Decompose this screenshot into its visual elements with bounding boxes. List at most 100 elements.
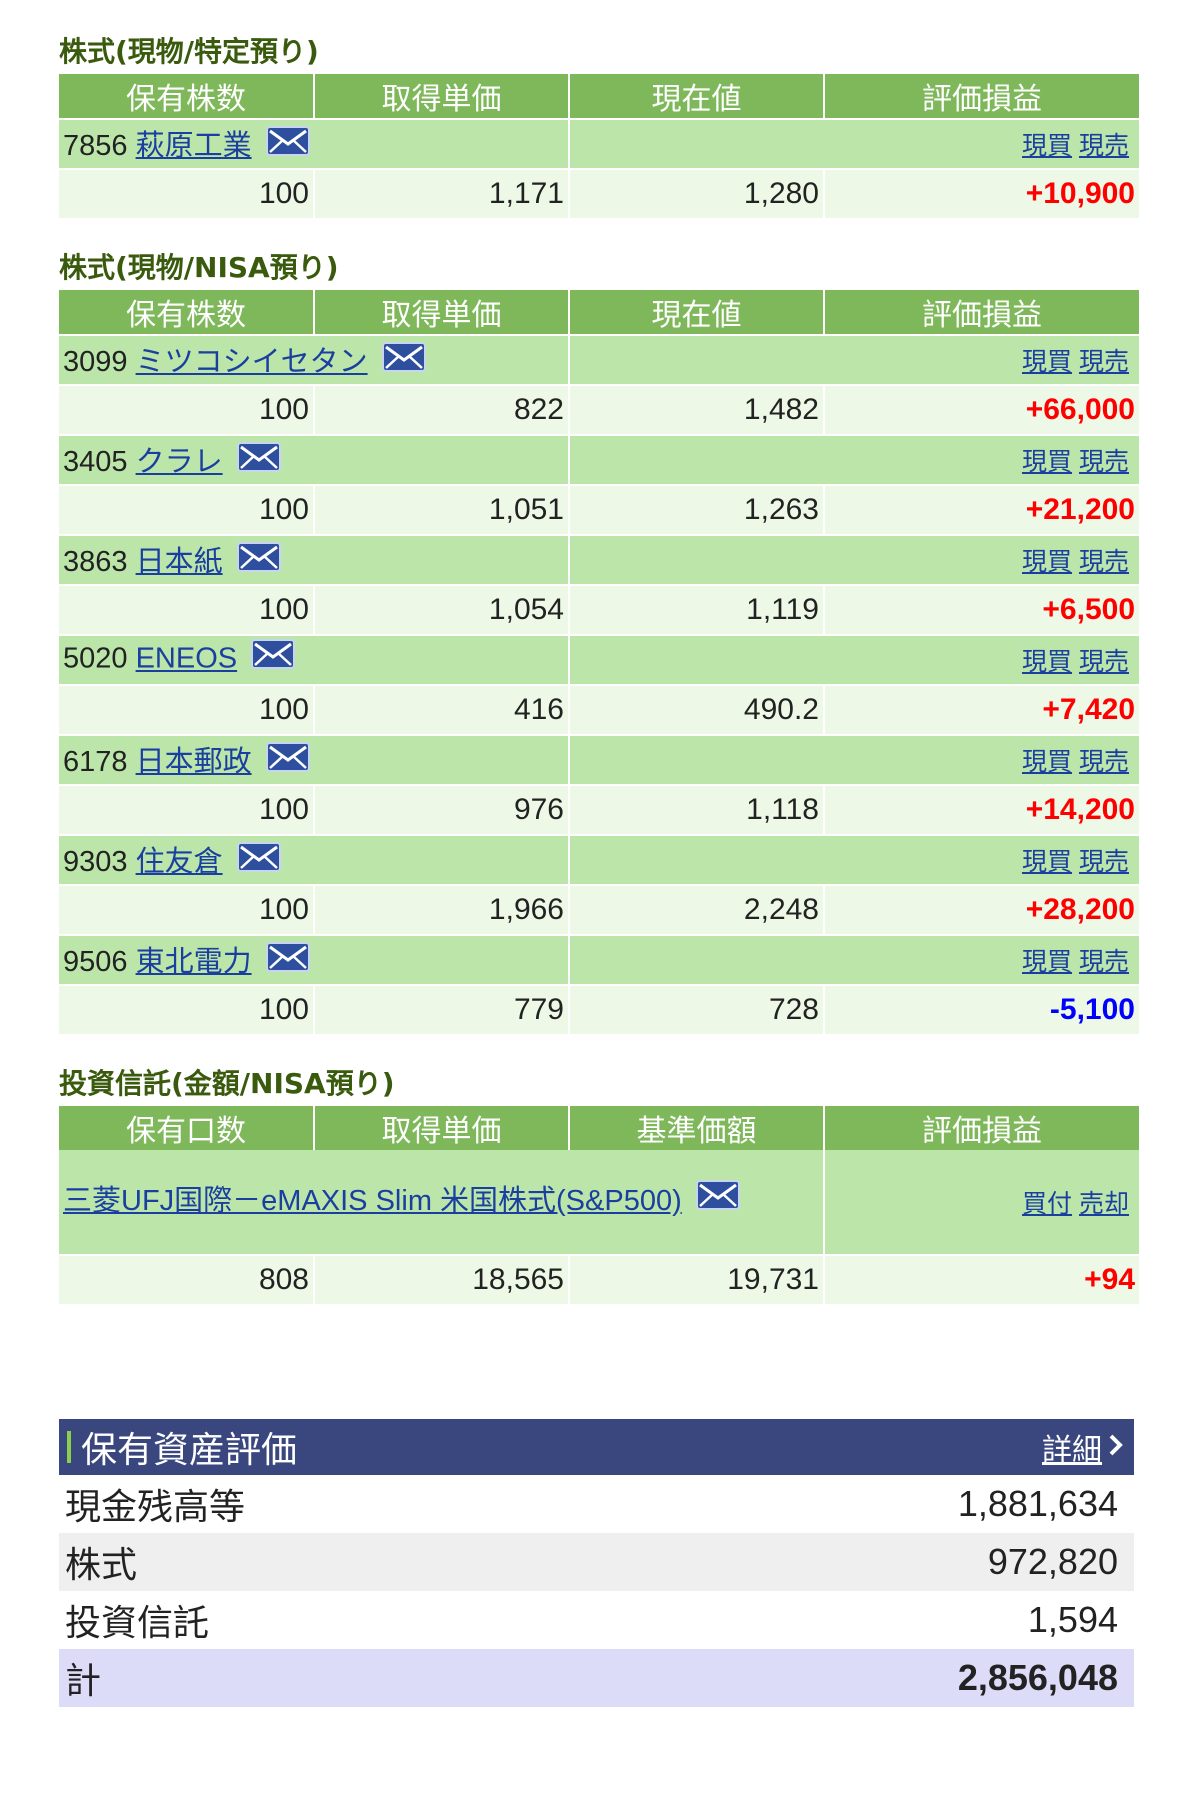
stock-qty: 100: [59, 168, 314, 218]
cash-sell-link[interactable]: 現売: [1078, 548, 1129, 576]
stock-value-row: 100 1,051 1,263 +21,200: [59, 484, 1139, 535]
stock-price: 2,248: [568, 884, 824, 935]
stock-qty: 100: [59, 484, 314, 535]
cash-buy-link[interactable]: 現買: [1022, 848, 1073, 876]
section-title-nisa: 株式(現物/NISA預り): [59, 251, 339, 284]
stock-price: 1,280: [568, 168, 824, 218]
stock-value-row: 100 822 1,482 +66,000: [59, 384, 1139, 435]
stock-qty: 100: [59, 784, 314, 835]
mail-icon[interactable]: [265, 742, 310, 780]
stock-name-link[interactable]: 日本紙: [135, 545, 223, 578]
stock-cost: 976: [313, 784, 569, 835]
stock-pl: -5,100: [823, 984, 1139, 1034]
cash-sell-link[interactable]: 現売: [1078, 348, 1129, 376]
mail-icon[interactable]: [265, 126, 310, 164]
mail-icon[interactable]: [236, 842, 281, 880]
mail-icon[interactable]: [251, 639, 296, 677]
stock-code: 9506: [63, 945, 128, 978]
stock-actions-cell: 現買 現売: [568, 334, 1139, 385]
fund-actions-cell: 買付 売却: [823, 1150, 1139, 1255]
asset-row-fund: 投資信託 1,594: [59, 1591, 1134, 1649]
stock-name-row: 6178 日本郵政 現買 現売: [59, 734, 1139, 785]
cash-sell-link[interactable]: 現売: [1078, 848, 1129, 876]
stock-pl: +6,500: [823, 584, 1139, 635]
stock-cost: 779: [313, 984, 569, 1034]
col-header-pl: 評価損益: [823, 290, 1139, 335]
asset-label: 現金残高等: [65, 1486, 246, 1527]
mail-icon[interactable]: [265, 942, 310, 980]
fund-units: 808: [59, 1254, 314, 1304]
mail-icon[interactable]: [236, 542, 281, 580]
holdings-table-nisa: 保有株数 取得単価 現在値 評価損益 3099 ミツコシイセタン 現買 現売 100…: [59, 290, 1139, 1034]
stock-name-link[interactable]: ENEOS: [135, 642, 238, 675]
cash-buy-link[interactable]: 現買: [1022, 548, 1073, 576]
stock-price: 1,263: [568, 484, 824, 535]
cash-sell-link[interactable]: 現売: [1078, 132, 1129, 160]
stock-pl: +28,200: [823, 884, 1139, 935]
stock-name-cell: 7856 萩原工業: [59, 118, 569, 169]
cash-buy-link[interactable]: 現買: [1022, 132, 1073, 160]
cash-sell-link[interactable]: 現売: [1078, 648, 1129, 676]
stock-name-link[interactable]: 日本郵政: [135, 745, 252, 778]
asset-value: 1,881,634: [957, 1483, 1118, 1524]
cash-buy-link[interactable]: 現買: [1022, 948, 1073, 976]
asset-total-label: 計: [65, 1660, 102, 1701]
section-title-fund: 投資信託(金額/NISA預り): [59, 1067, 395, 1100]
stock-cost: 1,966: [313, 884, 569, 935]
stock-price: 728: [568, 984, 824, 1034]
cash-buy-link[interactable]: 現買: [1022, 648, 1073, 676]
stock-price: 1,119: [568, 584, 824, 635]
holdings-page: 株式(現物/特定預り) 保有株数 取得単価 現在値 評価損益 7856 萩原工業…: [59, 0, 1139, 1707]
cash-sell-link[interactable]: 現売: [1078, 748, 1129, 776]
stock-name-cell: 5020 ENEOS: [59, 634, 569, 685]
stock-cost: 1,171: [313, 168, 569, 218]
fund-name-cell: 三菱UFJ国際－eMAXIS Slim 米国株式(S&P500): [59, 1150, 824, 1255]
mail-icon[interactable]: [381, 342, 426, 380]
stock-pl: +14,200: [823, 784, 1139, 835]
stock-actions-cell: 現買 現売: [568, 434, 1139, 485]
fund-name-row: 三菱UFJ国際－eMAXIS Slim 米国株式(S&P500) 買付 売却: [59, 1150, 1139, 1255]
stock-code: 3405: [63, 445, 128, 478]
cash-buy-link[interactable]: 現買: [1022, 448, 1073, 476]
detail-link[interactable]: 詳細: [1042, 1425, 1124, 1469]
stock-name-link[interactable]: ミツコシイセタン: [135, 345, 368, 378]
stock-value-row: 100 1,966 2,248 +28,200: [59, 884, 1139, 935]
mail-icon[interactable]: [236, 442, 281, 480]
col-header-price: 現在値: [568, 290, 824, 335]
stock-name-row: 9303 住友倉 現買 現売: [59, 834, 1139, 885]
stock-actions-cell: 現買 現売: [568, 534, 1139, 585]
stock-name-link[interactable]: 東北電力: [135, 945, 252, 978]
stock-name-row: 3099 ミツコシイセタン 現買 現売: [59, 334, 1139, 385]
stock-name-link[interactable]: 萩原工業: [135, 129, 252, 162]
stock-cost: 416: [313, 684, 569, 735]
stock-name-link[interactable]: クラレ: [135, 445, 223, 478]
buy-link[interactable]: 買付: [1022, 1190, 1073, 1218]
sell-link[interactable]: 売却: [1078, 1190, 1129, 1218]
stock-cost: 1,054: [313, 584, 569, 635]
cash-buy-link[interactable]: 現買: [1022, 748, 1073, 776]
asset-label: 株式: [65, 1544, 138, 1585]
col-header-cost: 取得単価: [313, 290, 569, 335]
fund-name-link[interactable]: 三菱UFJ国際－eMAXIS Slim 米国株式(S&P500): [63, 1185, 682, 1218]
stock-qty: 100: [59, 684, 314, 735]
cash-sell-link[interactable]: 現売: [1078, 948, 1129, 976]
col-header-nav: 基準価額: [568, 1106, 824, 1150]
stock-name-link[interactable]: 住友倉: [135, 845, 223, 878]
stock-name-cell: 3405 クラレ: [59, 434, 569, 485]
stock-actions-cell: 現買 現売: [568, 834, 1139, 885]
asset-value: 1,594: [1027, 1599, 1118, 1640]
stock-cost: 1,051: [313, 484, 569, 535]
stock-code: 3099: [63, 345, 128, 378]
stock-value-row: 100 976 1,118 +14,200: [59, 784, 1139, 835]
accent-bar: [67, 1431, 71, 1463]
fund-pl: +94: [823, 1254, 1139, 1304]
cash-buy-link[interactable]: 現買: [1022, 348, 1073, 376]
mail-icon[interactable]: [695, 1179, 740, 1223]
stock-value-row: 100 416 490.2 +7,420: [59, 684, 1139, 735]
asset-row-stock: 株式 972,820: [59, 1533, 1134, 1591]
stock-value-row: 100 1,054 1,119 +6,500: [59, 584, 1139, 635]
fund-value-row: 808 18,565 19,731 +94: [59, 1254, 1139, 1304]
cash-sell-link[interactable]: 現売: [1078, 448, 1129, 476]
stock-pl: +66,000: [823, 384, 1139, 435]
stock-name-cell: 3099 ミツコシイセタン: [59, 334, 569, 385]
